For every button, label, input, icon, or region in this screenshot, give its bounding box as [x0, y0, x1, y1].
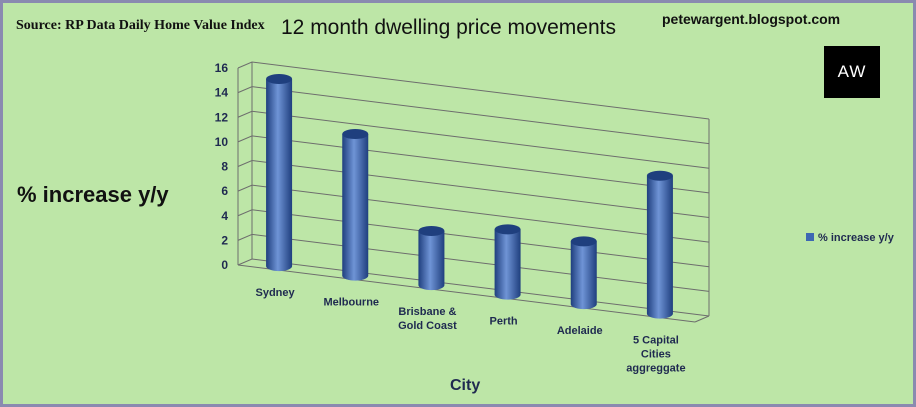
legend: % increase y/y: [806, 232, 895, 244]
y-tick-label: 16: [215, 61, 229, 75]
x-tick-label: 5 Capital Cities aggreggate: [626, 335, 685, 375]
bar-top: [570, 236, 597, 247]
bar-top: [494, 224, 521, 235]
bar: [570, 236, 597, 310]
floor-front-edge: [237, 264, 696, 323]
gridline: [237, 184, 710, 243]
floor-right-edge: [694, 315, 710, 323]
x-tick-label-line: Brisbane &: [398, 306, 456, 318]
x-tick-label: Perth: [490, 316, 518, 328]
bar-top: [646, 170, 673, 181]
chart-title: 12 month dwelling price movements: [281, 16, 616, 39]
source-note: Source: RP Data Daily Home Value Index: [16, 18, 265, 33]
bar-body: [494, 229, 521, 300]
gridline: [237, 258, 710, 317]
gridline: [237, 209, 710, 268]
y-tick-label: 2: [221, 233, 228, 247]
x-tick-label-line: Melbourne: [323, 297, 379, 309]
gridline: [237, 159, 710, 218]
x-tick-label: Sydney: [256, 287, 296, 299]
x-tick-label: Brisbane & Gold Coast: [398, 306, 457, 332]
x-tick-label: Melbourne: [323, 297, 379, 309]
x-tick-label-line: Adelaide: [557, 325, 603, 337]
bar-body: [266, 78, 293, 272]
legend-swatch: [806, 233, 814, 241]
bar: [646, 170, 673, 319]
y-tick-label: 10: [215, 135, 229, 149]
x-tick-label: Adelaide: [557, 325, 603, 337]
gridline: [237, 110, 710, 169]
y-axis-title: % increase y/y: [17, 182, 169, 207]
bar-body: [342, 134, 369, 281]
bar-body: [570, 241, 597, 310]
bar: [266, 73, 293, 272]
x-tick-label-line: Perth: [490, 316, 518, 328]
gridline: [237, 61, 710, 120]
y-tick-label: 4: [221, 209, 228, 223]
gridline: [237, 233, 710, 292]
y-tick-label: 8: [221, 160, 228, 174]
bar-body: [418, 230, 445, 291]
x-tick-label-line: Gold Coast: [398, 320, 457, 332]
x-tick-label-line: Sydney: [256, 287, 296, 299]
bar-top: [266, 73, 293, 84]
bar: [342, 129, 369, 281]
blog-link[interactable]: petewargent.blogspot.com: [662, 11, 841, 27]
gridline: [237, 86, 710, 145]
bar: [494, 224, 521, 300]
bar: [418, 225, 445, 291]
x-tick-label-line: Cities: [641, 349, 671, 361]
bar-top: [342, 129, 369, 140]
x-tick-label-line: 5 Capital: [633, 335, 679, 347]
bar-body: [646, 175, 673, 319]
y-tick-label: 6: [221, 184, 228, 198]
y-tick-label: 14: [215, 86, 229, 100]
y-tick-label: 12: [215, 110, 229, 124]
gridline: [237, 135, 710, 194]
x-axis-title: City: [450, 377, 481, 394]
aw-logo: AW: [824, 46, 880, 98]
legend-label: % increase y/y: [818, 232, 895, 244]
bar-top: [418, 225, 445, 236]
logo-text: AW: [837, 62, 867, 81]
y-tick-label: 0: [221, 258, 228, 272]
x-tick-label-line: aggreggate: [626, 363, 685, 375]
